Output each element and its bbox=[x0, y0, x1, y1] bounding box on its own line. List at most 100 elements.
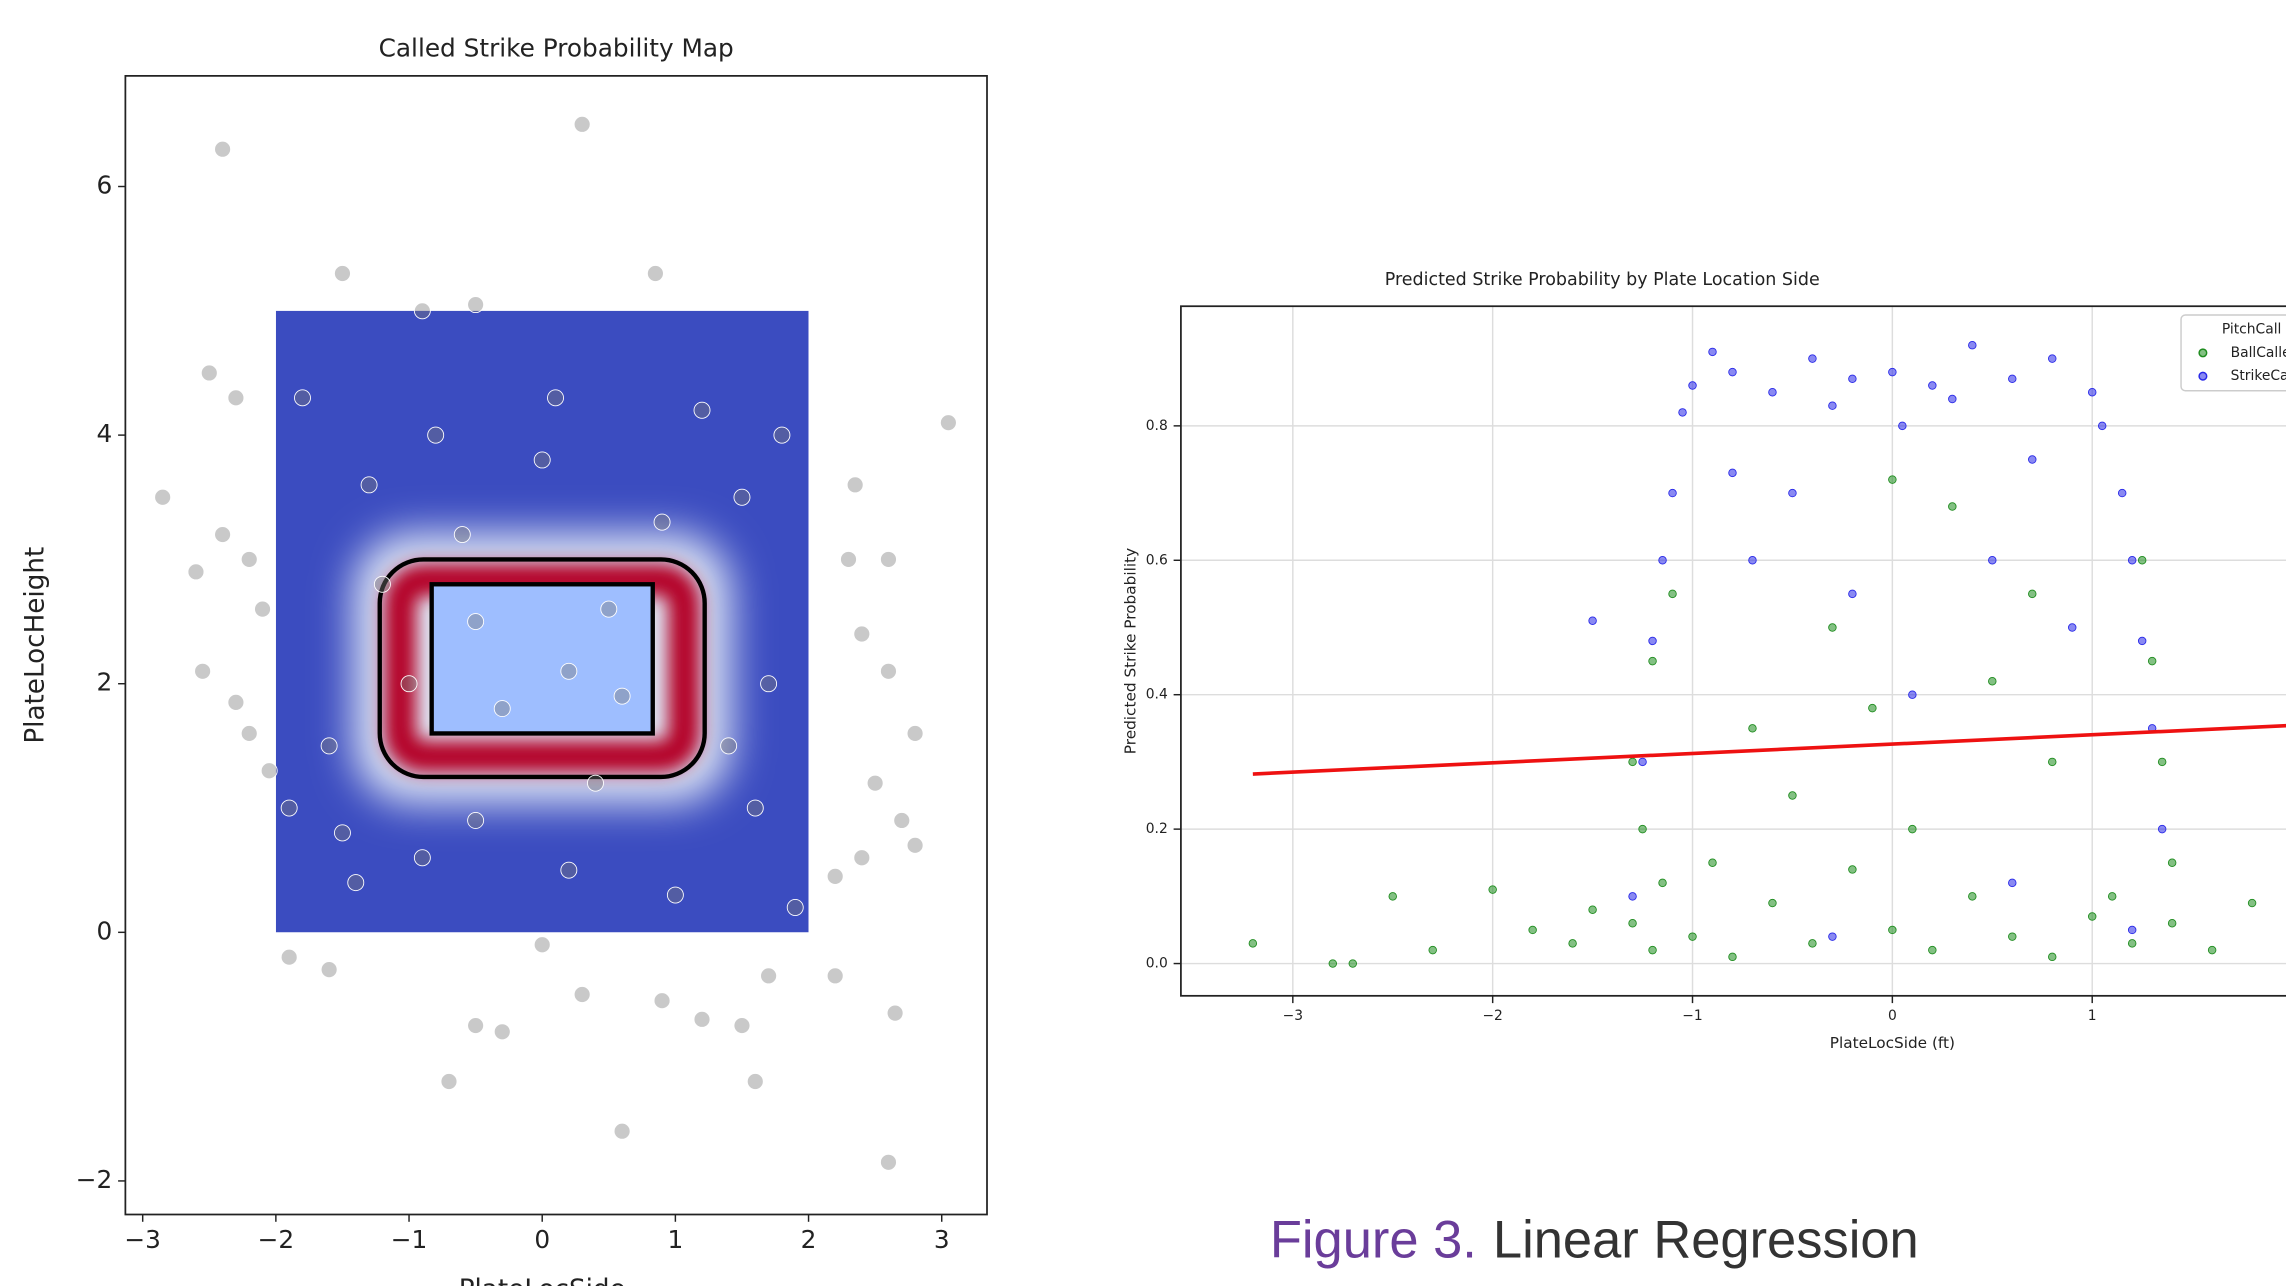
point bbox=[240, 550, 258, 568]
x-tick-label: −2 bbox=[258, 1225, 295, 1254]
point bbox=[2127, 925, 2137, 935]
legend-title: PitchCall bbox=[2222, 322, 2282, 338]
point bbox=[1628, 918, 1637, 928]
x-axis-label: PlateLocSide bbox=[459, 1275, 626, 1286]
point bbox=[1648, 945, 1657, 955]
point bbox=[2068, 623, 2077, 632]
y-tick-label: 0.8 bbox=[1146, 418, 1168, 434]
zone-outer bbox=[377, 557, 707, 780]
point bbox=[254, 600, 272, 618]
point bbox=[214, 526, 232, 544]
point bbox=[2048, 354, 2057, 363]
point bbox=[939, 414, 957, 432]
point bbox=[893, 811, 911, 829]
point bbox=[1868, 703, 1877, 713]
point bbox=[2147, 656, 2157, 666]
point bbox=[1688, 932, 1697, 941]
point bbox=[200, 364, 218, 382]
y-tick-label: 0.0 bbox=[1146, 956, 1168, 972]
point bbox=[1708, 858, 1717, 867]
point bbox=[880, 550, 897, 568]
point bbox=[1828, 401, 1837, 410]
heatmap bbox=[275, 310, 809, 933]
point bbox=[666, 886, 684, 904]
point bbox=[906, 724, 924, 742]
point bbox=[600, 600, 618, 618]
chart-title: Called Strike Probability Map bbox=[379, 34, 734, 63]
y-tick-label: 0.2 bbox=[1146, 821, 1168, 837]
point bbox=[573, 986, 591, 1003]
point bbox=[1658, 556, 1667, 565]
x-tick-label: 2 bbox=[801, 1225, 817, 1254]
point bbox=[2157, 757, 2167, 767]
point bbox=[1668, 589, 1677, 599]
point bbox=[560, 662, 578, 680]
caption-label: Figure 3. bbox=[1270, 1211, 1477, 1270]
point bbox=[333, 824, 351, 842]
point bbox=[427, 426, 445, 444]
point bbox=[2028, 455, 2037, 464]
x-tick-label: 3 bbox=[934, 1225, 950, 1254]
y-tick-label: 6 bbox=[96, 171, 112, 200]
point bbox=[320, 961, 338, 979]
x-tick-label: 0 bbox=[1888, 1008, 1897, 1024]
point bbox=[866, 774, 884, 792]
point bbox=[853, 849, 871, 867]
legend-box bbox=[2180, 314, 2286, 392]
point bbox=[440, 1073, 458, 1090]
point bbox=[746, 1073, 764, 1090]
legend-marker bbox=[2198, 371, 2208, 381]
point bbox=[280, 799, 298, 817]
point bbox=[1788, 791, 1797, 800]
chart: −3 −2 −1 0 1 2 3 −2 0 2 4 6 Called Strike Probabilit… bbox=[21, 34, 988, 1286]
point bbox=[1678, 408, 1687, 417]
heatmap-ring bbox=[384, 563, 701, 773]
point bbox=[746, 799, 764, 817]
point bbox=[2117, 488, 2127, 498]
point bbox=[187, 563, 205, 581]
point bbox=[2087, 388, 2097, 397]
point bbox=[2008, 374, 2017, 384]
heatmap-layer bbox=[275, 310, 809, 933]
point bbox=[733, 1017, 751, 1035]
x-axis-label: PlateLocSide (ft) bbox=[1830, 1034, 1955, 1052]
point bbox=[1788, 488, 1797, 498]
point bbox=[840, 550, 857, 568]
point bbox=[1668, 488, 1677, 498]
x-tick-label: 1 bbox=[2088, 1008, 2097, 1024]
point bbox=[333, 265, 351, 282]
point bbox=[194, 662, 212, 680]
y-tick-label: 0.6 bbox=[1146, 552, 1168, 568]
point bbox=[2247, 898, 2257, 908]
x-tick-label: −3 bbox=[124, 1225, 161, 1254]
regression-line bbox=[1252, 723, 2286, 776]
point bbox=[1658, 878, 1667, 888]
legend-label: StrikeCalled bbox=[2231, 368, 2286, 384]
point bbox=[2028, 589, 2037, 599]
point bbox=[413, 849, 431, 867]
point bbox=[613, 1122, 631, 1140]
chart-title: Predicted Strike Probability by Plate Lo… bbox=[1385, 270, 1820, 290]
point bbox=[760, 675, 778, 693]
point bbox=[467, 613, 485, 631]
point bbox=[1648, 636, 1657, 646]
legend-marker bbox=[2198, 348, 2208, 358]
point bbox=[1828, 932, 1837, 941]
point bbox=[227, 389, 245, 407]
point bbox=[1908, 690, 1917, 699]
point bbox=[1848, 865, 1857, 874]
point bbox=[1928, 945, 1937, 955]
point bbox=[653, 513, 671, 531]
point bbox=[2157, 824, 2167, 834]
point bbox=[294, 389, 311, 407]
point bbox=[1568, 939, 1577, 948]
point bbox=[1638, 824, 1647, 834]
x-tick-label: −1 bbox=[1682, 1008, 1702, 1024]
point bbox=[880, 662, 897, 680]
caption-text: Linear Regression bbox=[1493, 1211, 1919, 1270]
point bbox=[786, 899, 804, 916]
point bbox=[2087, 912, 2097, 921]
x-tick-label: 1 bbox=[667, 1225, 683, 1254]
